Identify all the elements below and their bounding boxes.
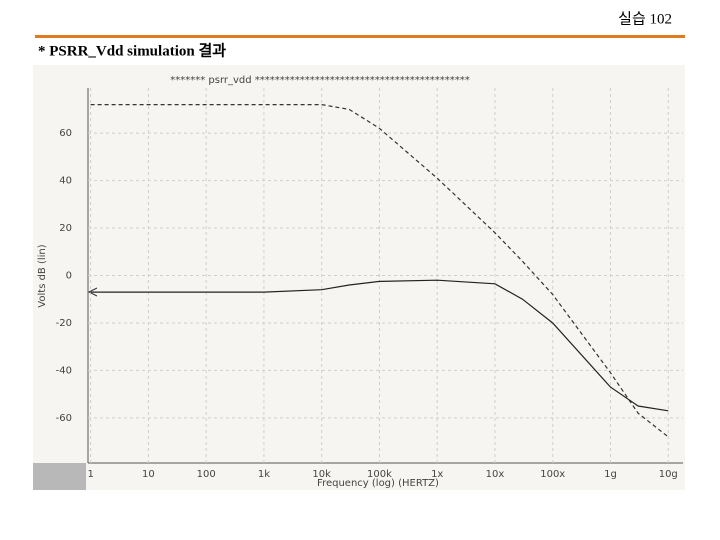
x-tick-label: 1k <box>258 469 270 480</box>
y-tick-label: -20 <box>56 318 72 329</box>
x-tick-label: 10g <box>659 469 678 480</box>
x-tick-label: 100k <box>367 469 392 480</box>
y-tick-label: -40 <box>56 365 72 376</box>
x-tick-label: 1x <box>431 469 443 480</box>
chart-title: ******* psrr_vdd ***********************… <box>170 75 470 86</box>
x-tick-label: 10x <box>486 469 505 480</box>
corner-box <box>33 463 86 490</box>
x-axis-label: Frequency (log) (HERTZ) <box>317 478 439 489</box>
y-axis-label: Volts dB (lin) <box>37 244 48 307</box>
x-tick-label: 10 <box>142 469 155 480</box>
y-tick-label: 60 <box>59 128 72 139</box>
y-tick-label: -60 <box>56 413 72 424</box>
x-tick-label: 10k <box>312 469 331 480</box>
y-tick-label: 20 <box>59 223 72 234</box>
series-line <box>90 104 669 438</box>
x-tick-label: 1 <box>87 469 93 480</box>
series-line <box>90 279 669 412</box>
page-header: 실습 102 <box>618 10 672 27</box>
marker-arrow <box>87 287 98 297</box>
x-tick-label: 1g <box>604 469 617 480</box>
y-tick-label: 0 <box>66 271 72 282</box>
subtitle: * PSRR_Vdd simulation 결과 <box>38 41 226 59</box>
y-tick-label: 40 <box>59 176 72 187</box>
header-rule <box>35 35 685 38</box>
x-tick-label: 100 <box>197 469 216 480</box>
x-tick-label: 100x <box>540 469 565 480</box>
chart-background <box>33 65 685 490</box>
